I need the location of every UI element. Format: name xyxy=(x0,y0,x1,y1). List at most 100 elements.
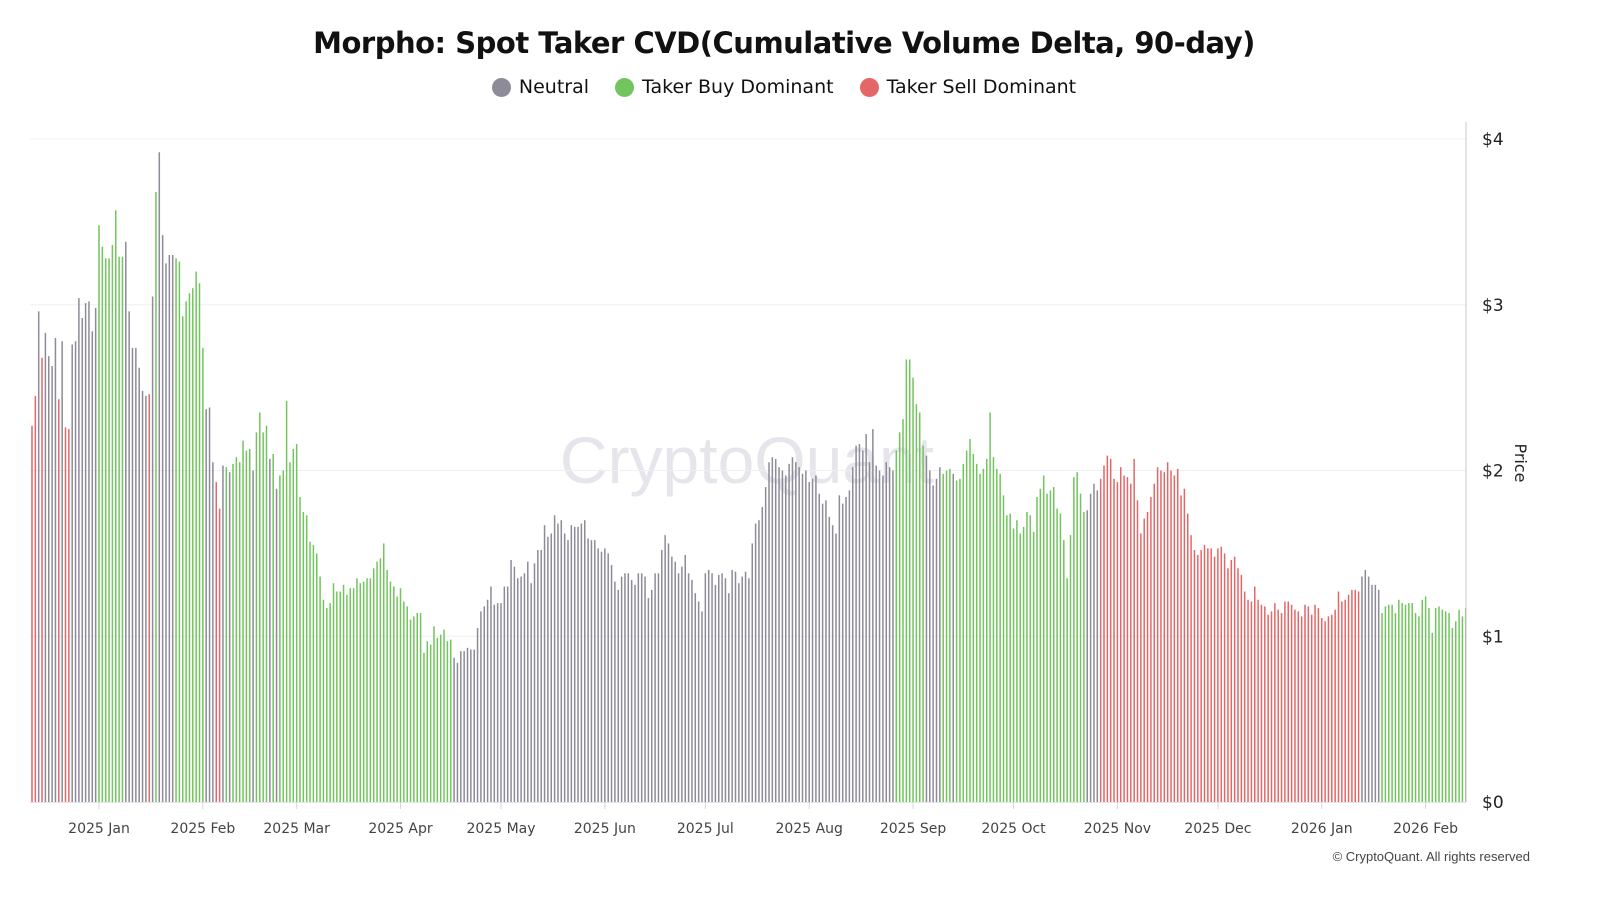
price-bar xyxy=(399,588,402,802)
price-bar xyxy=(1136,500,1139,802)
legend-item-taker-buy[interactable]: Taker Buy Dominant xyxy=(615,76,834,98)
price-bar xyxy=(738,583,740,802)
price-bar xyxy=(1371,584,1373,802)
price-bar xyxy=(617,589,619,802)
price-bar xyxy=(443,629,445,802)
price-bar xyxy=(1414,613,1417,802)
price-bar xyxy=(1341,601,1343,802)
price-bar xyxy=(815,475,817,802)
price-bar xyxy=(1331,614,1333,802)
price-bar xyxy=(155,192,157,803)
x-tick-label: 2025 Feb xyxy=(170,821,235,837)
price-bar xyxy=(84,303,87,802)
price-bar xyxy=(1260,604,1263,802)
price-bar xyxy=(228,472,231,802)
price-bar xyxy=(326,608,328,802)
price-bar xyxy=(346,594,348,802)
price-bar xyxy=(396,596,398,802)
price-bar xyxy=(838,495,841,802)
price-bar xyxy=(677,573,680,802)
price-bar xyxy=(305,515,308,802)
price-bar xyxy=(1310,614,1313,802)
price-bar xyxy=(1120,467,1122,802)
price-bar xyxy=(1307,606,1310,802)
price-bar xyxy=(165,263,167,802)
price-bar xyxy=(878,470,881,802)
price-bar xyxy=(1130,483,1132,802)
price-bar xyxy=(530,583,532,802)
price-bar xyxy=(882,475,884,802)
price-bar xyxy=(865,434,867,802)
price-bar xyxy=(527,561,529,802)
price-bar xyxy=(1374,584,1377,802)
price-bar xyxy=(657,573,660,802)
price-bar xyxy=(1213,556,1216,802)
price-bar xyxy=(205,409,207,802)
price-bar xyxy=(456,662,459,802)
price-bar xyxy=(138,367,140,802)
x-tick-label: 2025 Apr xyxy=(368,821,433,837)
price-bar xyxy=(1444,611,1447,802)
price-bar xyxy=(58,399,60,802)
price-bar xyxy=(1143,518,1145,802)
price-bar xyxy=(1398,599,1400,802)
price-bar xyxy=(734,571,737,802)
price-bar xyxy=(1243,591,1246,802)
price-bar xyxy=(1180,495,1182,802)
price-bar xyxy=(614,581,616,802)
price-bar xyxy=(637,573,640,802)
price-bar xyxy=(912,377,914,802)
price-bar xyxy=(647,598,650,802)
legend-item-taker-sell[interactable]: Taker Sell Dominant xyxy=(859,76,1076,98)
price-bar xyxy=(537,550,539,802)
price-bar xyxy=(1009,513,1011,802)
price-bar xyxy=(1334,609,1336,802)
price-bar xyxy=(982,468,985,802)
price-bar xyxy=(1250,601,1253,802)
price-bar xyxy=(433,626,435,802)
price-bar xyxy=(1093,483,1095,802)
price-bar xyxy=(929,470,931,802)
price-bar xyxy=(292,448,295,802)
price-bar xyxy=(758,520,760,802)
price-bar xyxy=(955,480,958,802)
price-bar xyxy=(1381,613,1383,802)
price-bar xyxy=(81,318,83,802)
price-bar xyxy=(1012,528,1015,802)
price-bar xyxy=(473,649,475,802)
legend-label: Taker Buy Dominant xyxy=(642,76,834,98)
legend-item-neutral[interactable]: Neutral xyxy=(491,76,589,98)
price-bar xyxy=(1099,478,1102,802)
price-bar xyxy=(242,440,244,802)
price-bar xyxy=(182,316,184,802)
price-bar xyxy=(821,503,824,802)
price-bar xyxy=(1227,568,1229,802)
price-bar xyxy=(403,601,405,802)
price-bar xyxy=(543,525,546,802)
price-bar xyxy=(1337,591,1340,802)
price-bar xyxy=(1190,535,1192,802)
price-bar xyxy=(711,573,713,802)
y-tick-label: $0 xyxy=(1482,793,1504,813)
price-bar xyxy=(986,458,988,802)
price-bar xyxy=(470,649,472,802)
price-bar xyxy=(697,601,700,802)
price-bar xyxy=(476,627,479,802)
price-bar xyxy=(151,296,154,802)
price-bar xyxy=(1146,511,1149,802)
price-bar xyxy=(259,412,261,802)
price-bar xyxy=(503,586,506,802)
price-bar xyxy=(1106,455,1109,802)
price-bar xyxy=(741,576,743,802)
price-bar xyxy=(949,468,951,802)
price-bar xyxy=(34,395,37,802)
price-bar xyxy=(74,341,77,802)
price-bar xyxy=(282,470,284,802)
price-bar xyxy=(1187,513,1189,802)
price-bar xyxy=(359,583,362,802)
price-bar xyxy=(523,573,526,802)
price-bar xyxy=(969,439,971,802)
price-bar xyxy=(1357,591,1360,802)
price-bar xyxy=(486,599,489,802)
price-bar xyxy=(342,584,345,802)
